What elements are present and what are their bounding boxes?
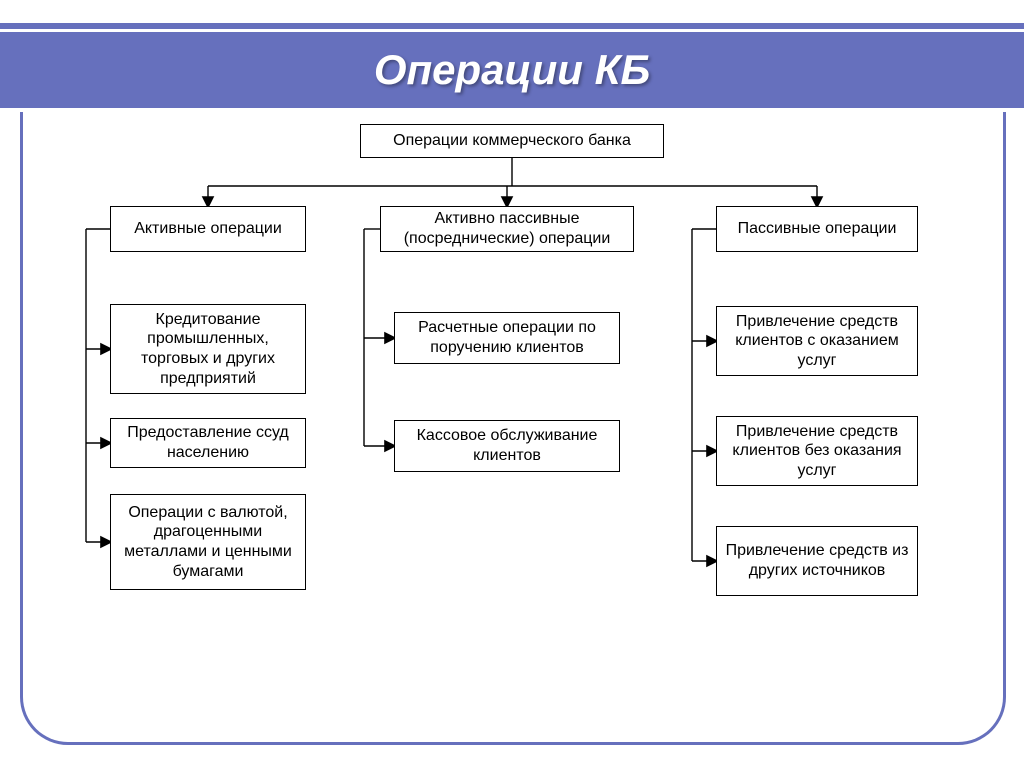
title-band: Операции КБ	[0, 32, 1024, 108]
diagram-node-cat1: Активные операции	[110, 206, 306, 252]
title-accent-line	[0, 23, 1024, 29]
diagram-node-cat2: Активно пассивные (посреднические) опера…	[380, 206, 634, 252]
diagram-node-a2: Предоставление ссуд населению	[110, 418, 306, 468]
diagram-node-c1: Привлечение средств клиентов с оказанием…	[716, 306, 918, 376]
diagram-node-b2: Кассовое обслуживание клиентов	[394, 420, 620, 472]
diagram-node-cat3: Пассивные операции	[716, 206, 918, 252]
diagram-node-c3: Привлечение средств из других источников	[716, 526, 918, 596]
diagram-node-c2: Привлечение средств клиентов без оказани…	[716, 416, 918, 486]
slide-title: Операции КБ	[374, 46, 650, 93]
diagram-node-root: Операции коммерческого банка	[360, 124, 664, 158]
diagram-node-a3: Операции с валютой, драгоценными металла…	[110, 494, 306, 590]
diagram-node-a1: Кредитование промышленных, торговых и др…	[110, 304, 306, 394]
diagram-area: Операции коммерческого банка Активные опе…	[44, 124, 980, 700]
diagram-node-b1: Расчетные операции по поручению клиентов	[394, 312, 620, 364]
